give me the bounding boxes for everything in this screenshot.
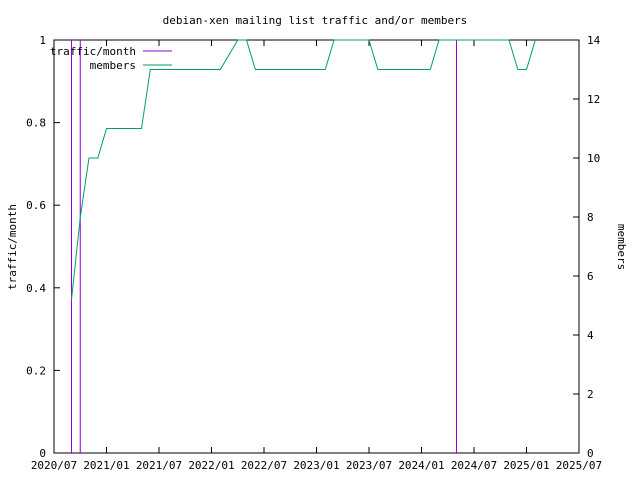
- x-tick-label: 2022/01: [188, 459, 234, 472]
- legend-label: members: [90, 59, 136, 72]
- legend-label: traffic/month: [50, 45, 136, 58]
- y-axis-label-left: traffic/month: [6, 204, 19, 290]
- x-tick-label: 2025/07: [556, 459, 602, 472]
- y-right-tick-label: 0: [587, 447, 594, 460]
- x-tick-label: 2022/07: [241, 459, 287, 472]
- x-tick-label: 2024/07: [451, 459, 497, 472]
- right-axis: 0 2 4 6 8 10 12 14: [573, 34, 601, 460]
- y-right-tick-label: 6: [587, 270, 594, 283]
- y-right-tick-label: 10: [587, 152, 600, 165]
- y-left-tick-label: 0.6: [26, 199, 46, 212]
- y-axis-label-right: members: [615, 224, 628, 270]
- x-tick-label: 2023/01: [293, 459, 339, 472]
- x-tick-label: 2021/07: [136, 459, 182, 472]
- x-axis: 2020/07 2021/01 2021/07 2022/01 2022/07 2023/…: [31, 40, 602, 472]
- y-right-tick-label: 8: [587, 211, 594, 224]
- y-left-tick-label: 0.2: [26, 364, 46, 377]
- series-layer: [71, 39, 536, 453]
- x-tick-label: 2025/01: [503, 459, 549, 472]
- y-right-tick-label: 12: [587, 93, 600, 106]
- x-tick-label: 2023/07: [346, 459, 392, 472]
- chart-title: debian-xen mailing list traffic and/or m…: [163, 14, 468, 27]
- y-left-tick-label: 0: [39, 447, 46, 460]
- y-right-tick-label: 14: [587, 34, 601, 47]
- members-line: [71, 39, 536, 300]
- y-right-tick-label: 4: [587, 329, 594, 342]
- y-right-tick-label: 2: [587, 388, 594, 401]
- y-left-tick-label: 1: [39, 34, 46, 47]
- y-left-tick-label: 0.4: [26, 282, 46, 295]
- left-axis: 0 0.2 0.4 0.6 0.8 1: [26, 34, 60, 460]
- x-tick-label: 2024/01: [398, 459, 444, 472]
- plot-frame: [53, 39, 580, 454]
- x-tick-label: 2020/07: [31, 459, 77, 472]
- x-tick-label: 2021/01: [83, 459, 129, 472]
- y-left-tick-label: 0.8: [26, 117, 46, 130]
